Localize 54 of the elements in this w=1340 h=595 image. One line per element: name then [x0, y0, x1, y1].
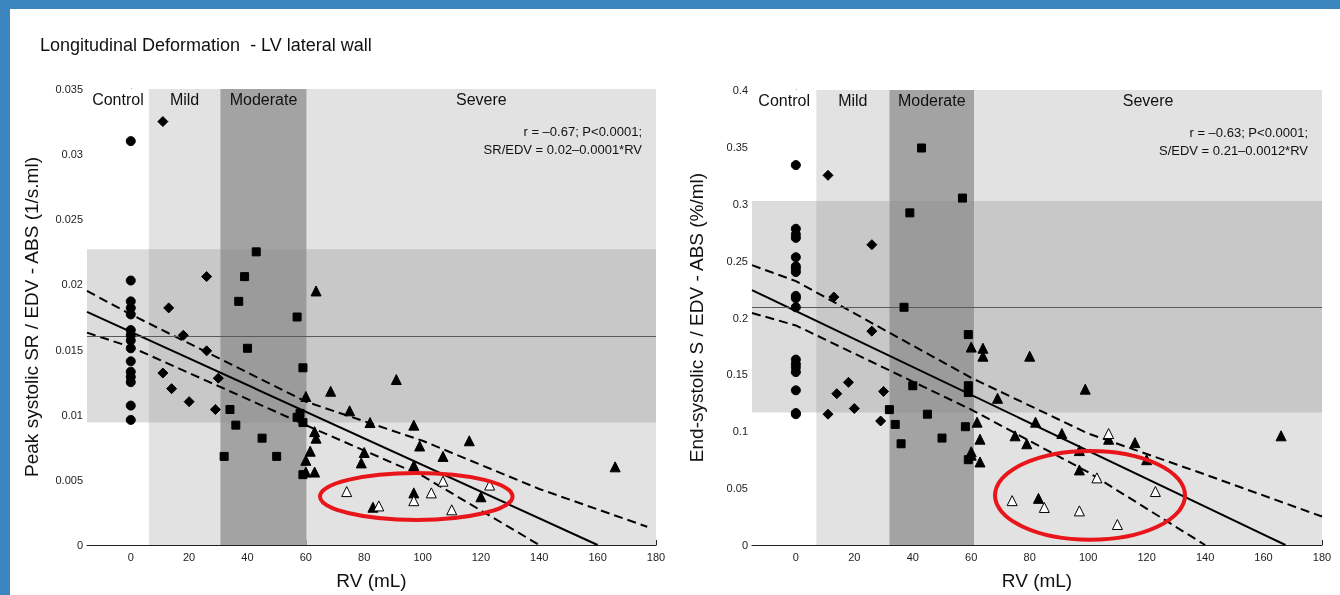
- band-label: Control: [758, 91, 810, 109]
- x-tick-label: 60: [965, 550, 978, 563]
- x-tick-label: 160: [1254, 550, 1273, 563]
- x-tick-label: 0: [792, 550, 799, 563]
- x-tick-label: 100: [413, 550, 432, 563]
- y-tick-label: 0.05: [726, 482, 748, 495]
- y-tick-label: 0.2: [732, 311, 748, 324]
- y-tick-label: 0.35: [726, 140, 748, 153]
- y-tick-label: 0.25: [726, 254, 748, 267]
- x-tick-label: 20: [183, 550, 196, 563]
- band-label: Mild: [838, 91, 868, 109]
- y-tick-label: 0.1: [732, 425, 748, 438]
- band-label: Severe: [1122, 91, 1174, 109]
- y-tick-label: 0.015: [55, 343, 83, 356]
- y-tick-label: 0.01: [61, 408, 83, 421]
- annotation: S/EDV = 0.21–0.0012*RV: [1159, 143, 1309, 158]
- band-label: Mild: [169, 90, 200, 108]
- x-tick-label: 100: [1078, 550, 1098, 563]
- annotation: r = –0.67; P<0.0001;: [523, 124, 643, 139]
- y-axis-title: End-systolic S / EDV - ABS (%/ml): [686, 172, 707, 463]
- y-tick-label: 0: [76, 539, 83, 551]
- y-tick-label: 0.4: [732, 84, 748, 96]
- annotation: r = –0.63; P<0.0001;: [1189, 125, 1309, 140]
- y-tick-label: 0.005: [55, 473, 83, 486]
- y-tick-label: 0.02: [61, 278, 83, 291]
- x-tick-label: 0: [127, 550, 134, 563]
- x-tick-label: 80: [1023, 550, 1036, 563]
- x-tick-label: 20: [848, 550, 861, 563]
- x-tick-label: 60: [299, 550, 312, 563]
- x-axis-title: RV (mL): [336, 570, 407, 591]
- band-label: Control: [92, 90, 144, 108]
- x-tick-label: 80: [358, 550, 371, 563]
- band-label: Severe: [456, 90, 507, 108]
- x-tick-label: 140: [1195, 550, 1215, 563]
- band-label: Moderate: [229, 90, 298, 108]
- x-tick-label: 140: [530, 550, 549, 563]
- x-tick-label: 180: [646, 550, 666, 563]
- x-tick-label: 120: [1137, 550, 1156, 563]
- x-tick-label: 40: [906, 550, 919, 563]
- y-tick-label: 0.035: [55, 83, 83, 95]
- band-label: Moderate: [897, 91, 966, 109]
- y-tick-label: 0.025: [55, 213, 83, 226]
- x-tick-label: 120: [471, 550, 491, 563]
- x-tick-label: 40: [241, 550, 254, 563]
- annotation: SR/EDV = 0.02–0.0001*RV: [483, 142, 643, 157]
- y-axis-title: Peak systolic SR / EDV - ABS (1/s.ml): [21, 157, 42, 477]
- y-tick-label: 0.03: [61, 148, 83, 161]
- x-tick-label: 180: [1312, 550, 1332, 563]
- y-tick-label: 0.3: [732, 197, 748, 210]
- y-tick-label: 0.15: [726, 368, 748, 381]
- y-tick-label: 0: [741, 539, 748, 551]
- chart-title: Longitudinal Deformation - LV lateral wall: [40, 35, 372, 55]
- x-axis-title: RV (mL): [1001, 570, 1073, 591]
- x-tick-label: 160: [588, 550, 607, 563]
